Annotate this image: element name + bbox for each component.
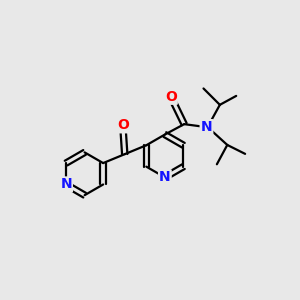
Text: N: N xyxy=(159,170,171,184)
Text: O: O xyxy=(165,90,177,104)
Text: O: O xyxy=(117,118,129,132)
Text: N: N xyxy=(201,120,212,134)
Text: N: N xyxy=(60,178,72,191)
